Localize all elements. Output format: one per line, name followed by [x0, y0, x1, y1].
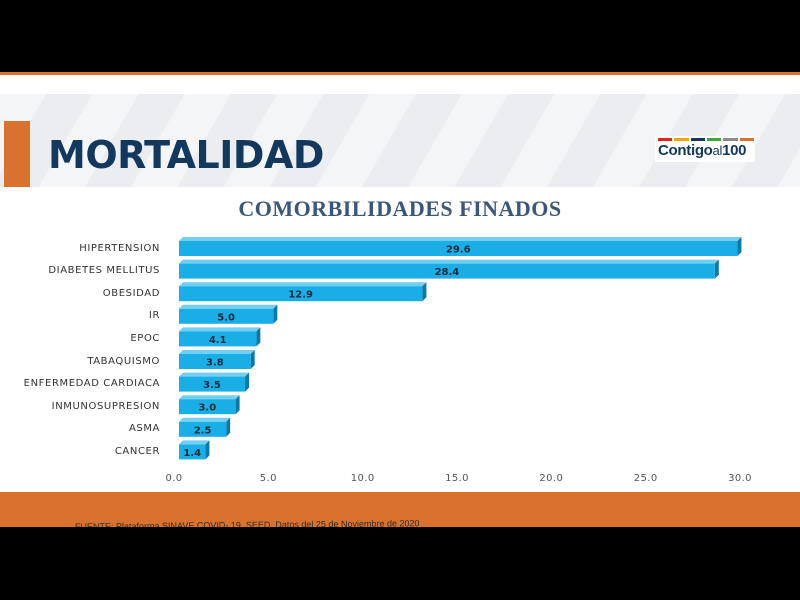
logo-text: Contigoal100 — [658, 142, 747, 159]
bar-group: 29.6 — [179, 237, 742, 256]
bar — [179, 399, 236, 415]
x-tick-label: 10.0 — [350, 473, 375, 484]
bar-top — [179, 327, 261, 332]
bar — [179, 286, 423, 302]
footer-band — [0, 492, 800, 527]
bar-group: 12.9 — [179, 282, 427, 302]
bar-value-label: 2.5 — [194, 425, 212, 436]
bar-value-label: 29.6 — [446, 245, 471, 256]
category-label: HIPERTENSION — [79, 242, 160, 254]
bar-side — [256, 327, 261, 347]
bar-side — [235, 395, 240, 415]
bar-side — [226, 417, 231, 437]
x-tick-label: 15.0 — [445, 473, 469, 484]
bar-value-label: 28.4 — [435, 267, 460, 278]
bar — [179, 444, 206, 460]
logo: Contigoal100 — [655, 136, 755, 162]
x-tick-label: 5.0 — [259, 473, 277, 484]
x-tick-label: 20.0 — [539, 473, 564, 484]
category-label: ENFERMEDAD CARDIACA — [23, 378, 160, 390]
bar — [179, 354, 251, 369]
category-label: TABAQUISMO — [87, 355, 160, 367]
bar — [179, 263, 715, 279]
bar-group: 4.1 — [179, 327, 261, 347]
bar-top — [179, 304, 278, 309]
bar-group: 3.0 — [179, 395, 240, 415]
x-tick-label: 25.0 — [633, 473, 658, 484]
bar-value-label: 12.9 — [288, 290, 313, 301]
bar-top — [179, 282, 427, 287]
bar-side — [737, 237, 742, 256]
bar-side — [250, 350, 255, 369]
bar-side — [273, 304, 278, 324]
bar-top — [179, 395, 240, 400]
bar-value-label: 3.5 — [203, 380, 221, 391]
logo-stripes — [658, 138, 754, 141]
bar-side — [422, 282, 427, 302]
bar-top — [179, 417, 231, 422]
bar-side — [245, 372, 250, 392]
bar-group: 2.5 — [179, 417, 231, 437]
top-rule — [0, 72, 800, 75]
bar-group: 1.4 — [179, 440, 210, 460]
category-label: CANCER — [114, 445, 160, 457]
bar-top — [179, 259, 719, 264]
bar-top — [179, 372, 250, 377]
category-label: INMUNOSUPRESION — [51, 400, 160, 412]
chart-title: COMORBILIDADES FINADOS — [238, 196, 562, 221]
category-label: ASMA — [128, 423, 160, 435]
bar-value-label: 5.0 — [217, 312, 235, 323]
bar — [179, 376, 246, 392]
x-tick-label: 0.0 — [165, 473, 183, 484]
bar-side — [205, 440, 210, 460]
bar-group: 28.4 — [179, 259, 719, 279]
category-label: DIABETES MELLITUS — [48, 265, 160, 277]
bar-value-label: 3.0 — [198, 403, 216, 414]
bar-group: 3.5 — [179, 372, 250, 392]
bar-top — [179, 237, 742, 241]
bar-top — [179, 440, 210, 445]
bar-group: 5.0 — [179, 304, 278, 324]
category-label: IR — [148, 310, 160, 322]
bar-group: 3.8 — [179, 350, 255, 369]
bar-top — [179, 350, 255, 354]
bar — [179, 421, 227, 437]
page-title: MORTALIDAD — [48, 133, 324, 177]
category-label: EPOC — [130, 332, 160, 344]
x-tick-label: 30.0 — [728, 473, 752, 484]
bar — [179, 331, 257, 347]
bar-side — [714, 259, 719, 279]
accent-bar — [4, 121, 30, 187]
slide: MORTALIDAD Contigoal100 COMORBILIDADES F… — [0, 72, 800, 527]
bar-value-label: 1.4 — [183, 448, 201, 459]
bar-value-label: 4.1 — [209, 335, 227, 346]
category-label: OBESIDAD — [102, 287, 160, 299]
bar — [179, 308, 274, 324]
bar — [179, 241, 738, 256]
bar-value-label: 3.8 — [206, 358, 224, 369]
